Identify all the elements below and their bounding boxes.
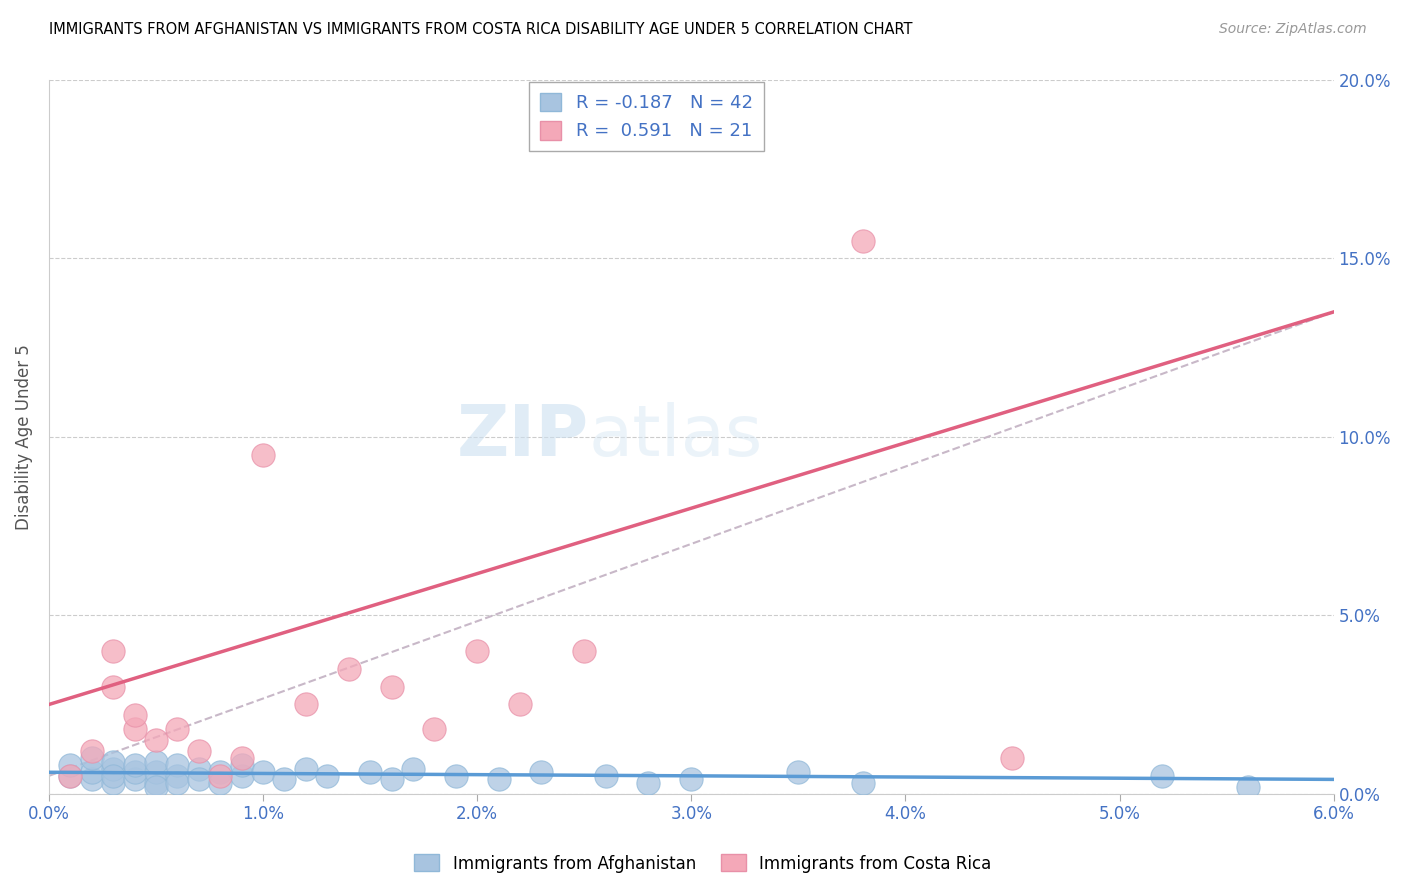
Immigrants from Costa Rica — [80, 744, 103, 758]
Immigrants from Costa Rica — [252, 448, 274, 462]
Immigrants from Costa Rica — [380, 680, 402, 694]
Immigrants from Afghanistan — [595, 769, 617, 783]
Immigrants from Afghanistan — [273, 772, 295, 787]
Immigrants from Costa Rica — [145, 733, 167, 747]
Immigrants from Costa Rica — [465, 644, 488, 658]
Immigrants from Costa Rica — [574, 644, 596, 658]
Immigrants from Costa Rica — [295, 698, 318, 712]
Immigrants from Afghanistan — [59, 769, 82, 783]
Immigrants from Afghanistan — [444, 769, 467, 783]
Immigrants from Afghanistan — [103, 762, 125, 776]
Immigrants from Afghanistan — [852, 776, 875, 790]
Immigrants from Costa Rica — [59, 769, 82, 783]
Immigrants from Afghanistan — [488, 772, 510, 787]
Immigrants from Afghanistan — [59, 758, 82, 772]
Immigrants from Afghanistan — [145, 765, 167, 780]
Immigrants from Afghanistan — [316, 769, 339, 783]
Immigrants from Costa Rica — [166, 723, 188, 737]
Immigrants from Afghanistan — [402, 762, 425, 776]
Immigrants from Afghanistan — [145, 780, 167, 794]
Immigrants from Afghanistan — [380, 772, 402, 787]
Text: Source: ZipAtlas.com: Source: ZipAtlas.com — [1219, 22, 1367, 37]
Legend: Immigrants from Afghanistan, Immigrants from Costa Rica: Immigrants from Afghanistan, Immigrants … — [408, 847, 998, 880]
Immigrants from Costa Rica — [124, 708, 146, 723]
Text: ZIP: ZIP — [457, 402, 589, 471]
Immigrants from Afghanistan — [787, 765, 810, 780]
Immigrants from Costa Rica — [231, 751, 253, 765]
Immigrants from Afghanistan — [80, 772, 103, 787]
Immigrants from Costa Rica — [423, 723, 446, 737]
Immigrants from Afghanistan — [359, 765, 381, 780]
Immigrants from Afghanistan — [209, 765, 232, 780]
Immigrants from Afghanistan — [166, 776, 188, 790]
Immigrants from Costa Rica — [509, 698, 531, 712]
Immigrants from Afghanistan — [103, 769, 125, 783]
Immigrants from Afghanistan — [295, 762, 318, 776]
Immigrants from Afghanistan — [124, 765, 146, 780]
Immigrants from Afghanistan — [252, 765, 274, 780]
Immigrants from Afghanistan — [209, 776, 232, 790]
Immigrants from Costa Rica — [187, 744, 209, 758]
Immigrants from Afghanistan — [80, 751, 103, 765]
Immigrants from Afghanistan — [145, 755, 167, 769]
Immigrants from Afghanistan — [124, 772, 146, 787]
Immigrants from Afghanistan — [1152, 769, 1174, 783]
Immigrants from Costa Rica — [209, 769, 232, 783]
Immigrants from Afghanistan — [166, 758, 188, 772]
Text: IMMIGRANTS FROM AFGHANISTAN VS IMMIGRANTS FROM COSTA RICA DISABILITY AGE UNDER 5: IMMIGRANTS FROM AFGHANISTAN VS IMMIGRANT… — [49, 22, 912, 37]
Immigrants from Afghanistan — [145, 776, 167, 790]
Immigrants from Afghanistan — [187, 762, 209, 776]
Immigrants from Costa Rica — [103, 644, 125, 658]
Immigrants from Afghanistan — [1237, 780, 1260, 794]
Immigrants from Afghanistan — [187, 772, 209, 787]
Immigrants from Afghanistan — [124, 758, 146, 772]
Immigrants from Afghanistan — [166, 769, 188, 783]
Text: atlas: atlas — [589, 402, 763, 471]
Immigrants from Afghanistan — [530, 765, 553, 780]
Immigrants from Costa Rica — [852, 234, 875, 248]
Immigrants from Afghanistan — [103, 776, 125, 790]
Immigrants from Afghanistan — [103, 755, 125, 769]
Immigrants from Afghanistan — [637, 776, 659, 790]
Immigrants from Afghanistan — [80, 765, 103, 780]
Legend: R = -0.187   N = 42, R =  0.591   N = 21: R = -0.187 N = 42, R = 0.591 N = 21 — [529, 82, 763, 152]
Immigrants from Costa Rica — [124, 723, 146, 737]
Immigrants from Costa Rica — [103, 680, 125, 694]
Immigrants from Costa Rica — [337, 662, 360, 676]
Immigrants from Afghanistan — [681, 772, 703, 787]
Immigrants from Costa Rica — [1001, 751, 1024, 765]
Immigrants from Afghanistan — [231, 769, 253, 783]
Y-axis label: Disability Age Under 5: Disability Age Under 5 — [15, 344, 32, 530]
Immigrants from Afghanistan — [231, 758, 253, 772]
